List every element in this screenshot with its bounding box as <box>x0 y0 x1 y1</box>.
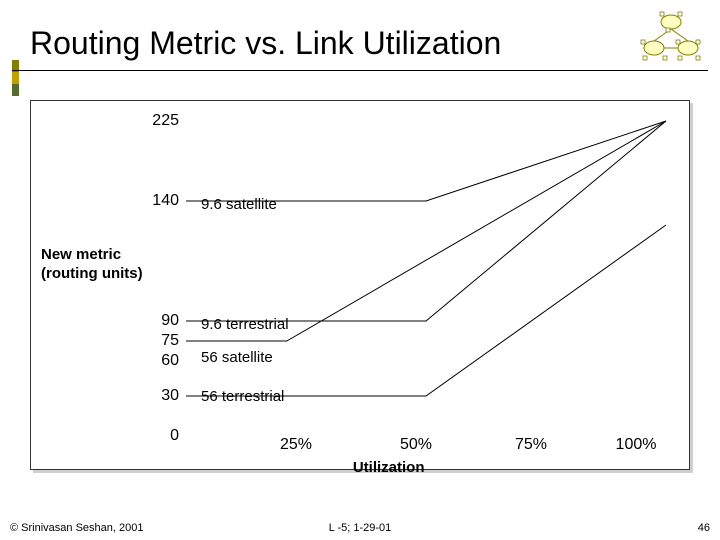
slide-title: Routing Metric vs. Link Utilization <box>30 25 501 62</box>
x-tick: 100% <box>616 436 657 454</box>
x-tick: 75% <box>515 436 547 454</box>
y-tick: 75 <box>119 332 179 350</box>
y-axis-label-line1: New metric <box>41 246 121 263</box>
y-tick: 0 <box>119 427 179 445</box>
accent-bar <box>12 60 19 96</box>
page-number: 46 <box>698 522 710 534</box>
y-tick: 60 <box>119 352 179 370</box>
y-axis-label-line2: (routing units) <box>41 265 143 282</box>
y-axis-label: New metric (routing units) <box>41 246 143 284</box>
plot-lines <box>186 111 676 431</box>
x-tick: 50% <box>400 436 432 454</box>
footer-center-text: L -5; 1-29-01 <box>329 522 392 534</box>
y-tick: 30 <box>119 387 179 405</box>
y-tick: 225 <box>119 112 179 130</box>
x-axis-label: Utilization <box>353 459 425 476</box>
chart-area: New metric (routing units) Utilization 2… <box>31 101 689 469</box>
network-icon <box>636 8 706 63</box>
y-tick: 90 <box>119 312 179 330</box>
y-tick: 140 <box>119 192 179 210</box>
x-tick: 25% <box>280 436 312 454</box>
title-underline <box>12 70 708 71</box>
copyright-text: © Srinivasan Seshan, 2001 <box>10 522 143 534</box>
chart-frame: New metric (routing units) Utilization 2… <box>30 100 690 470</box>
